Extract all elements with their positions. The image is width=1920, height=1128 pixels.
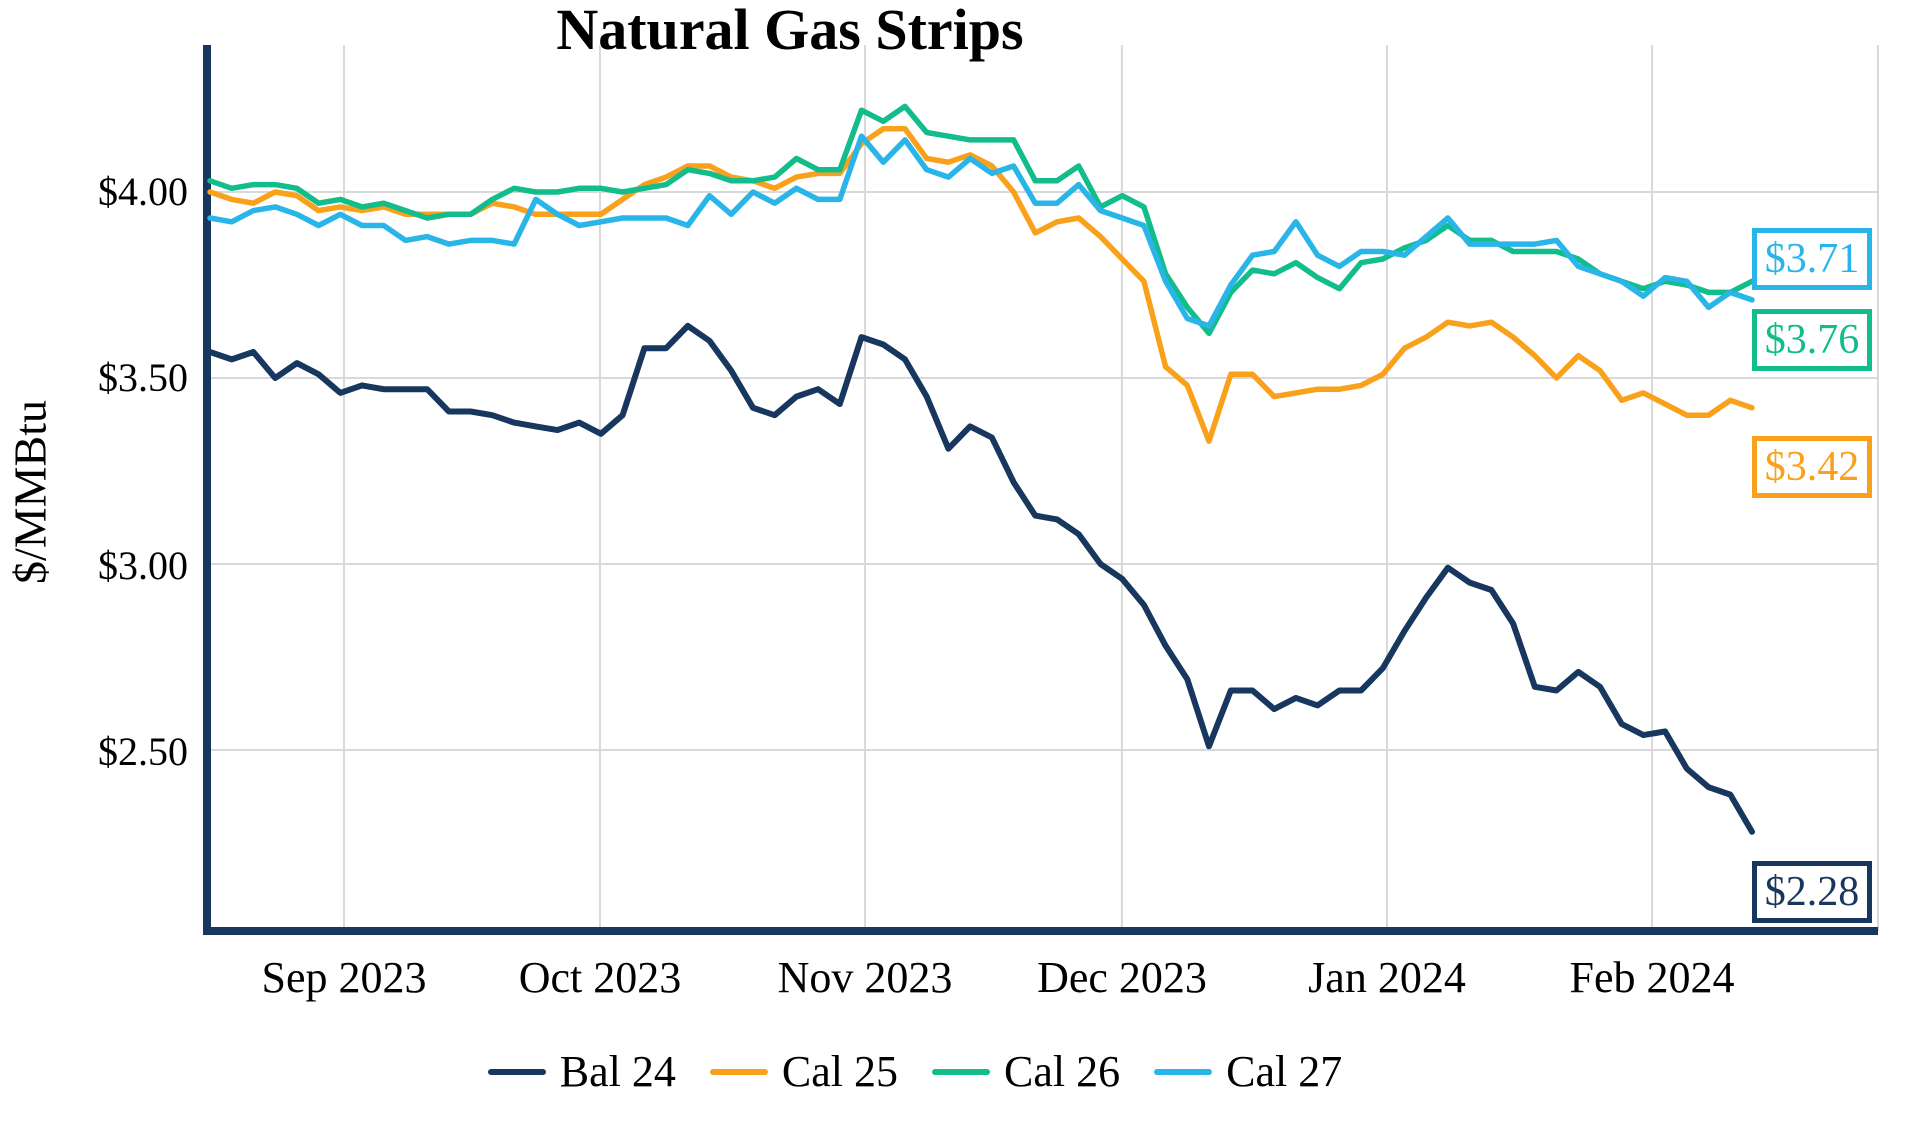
legend-label-cal-27: Cal 27 [1226,1047,1343,1096]
series-line-bal-24 [207,322,1755,835]
end-label-cal-25: $3.42 [1752,436,1872,498]
legend-swatch-cal-26 [932,1069,990,1075]
x-tick-nov-2023: Nov 2023 [777,953,953,1002]
legend-label-cal-25: Cal 25 [781,1047,898,1096]
legend-item-cal-26: Cal 26 [932,1042,1120,1102]
legend-swatch-cal-27 [1154,1069,1213,1075]
x-tick-jan-2024: Jan 2024 [1308,953,1466,1002]
x-tick-feb-2024: Feb 2024 [1569,953,1735,1002]
series-line-cal-26 [207,103,1755,337]
x-tick-oct-2023: Oct 2023 [518,953,682,1002]
legend-label-cal-26: Cal 26 [1004,1047,1121,1096]
x-tick-dec-2023: Dec 2023 [1037,953,1207,1002]
end-label-bal-24: $2.28 [1752,861,1872,923]
y-tick-3-00: $3.00 [98,543,188,588]
legend-item-bal-24: Bal 24 [487,1042,676,1102]
legend-swatch-bal-24 [487,1069,546,1075]
series-line-cal-25 [207,126,1755,444]
legend-swatch-cal-25 [709,1069,768,1075]
legend-item-cal-27: Cal 27 [1154,1042,1342,1102]
end-label-cal-26: $3.76 [1752,309,1872,371]
end-label-cal-27: $3.71 [1752,228,1872,290]
y-tick-2-50: $2.50 [98,729,188,774]
legend-item-cal-25: Cal 25 [709,1042,898,1102]
chart-title: Natural Gas Strips [556,0,1024,62]
y-tick-4-00: $4.00 [98,169,188,214]
series-line-cal-27 [207,133,1755,329]
chart-legend: Bal 24 Cal 25 Cal 26 Cal 27 [0,1040,1830,1104]
legend-label-bal-24: Bal 24 [559,1047,676,1096]
x-tick-sep-2023: Sep 2023 [261,953,427,1002]
y-tick-3-50: $3.50 [98,355,188,400]
